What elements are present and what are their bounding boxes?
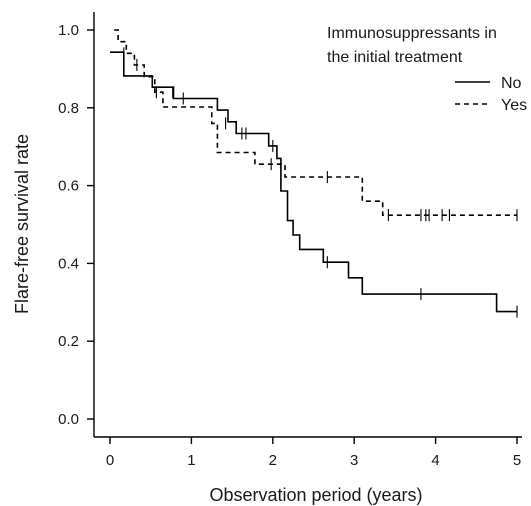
y-tick-label: 0.6 (58, 178, 79, 195)
series-line-no (110, 51, 517, 313)
legend-title-line-1: Immunosuppressants in (327, 25, 497, 42)
legend: Immunosuppressants in the initial treatm… (327, 25, 527, 114)
legend-label-no: No (501, 75, 522, 92)
y-tick-label: 1.0 (58, 22, 79, 39)
y-axis-title: Flare-free survival rate (12, 134, 32, 314)
x-tick-label: 2 (269, 452, 277, 469)
y-tick-label: 0.0 (58, 411, 79, 428)
legend-label-yes: Yes (501, 97, 527, 114)
survival-curves (110, 29, 518, 318)
y-tick-label: 0.8 (58, 100, 79, 117)
x-axis-title: Observation period (years) (209, 485, 422, 505)
series-line-yes (114, 29, 517, 216)
x-tick-label: 5 (513, 452, 521, 469)
y-ticks: 0.0 0.2 0.4 0.6 0.8 1.0 (58, 22, 94, 428)
x-ticks: 0 1 2 3 4 5 (106, 437, 521, 469)
y-tick-label: 0.2 (58, 333, 79, 350)
x-tick-label: 4 (431, 452, 439, 469)
x-tick-label: 3 (350, 452, 358, 469)
y-tick-label: 0.4 (58, 255, 79, 272)
x-tick-label: 1 (187, 452, 195, 469)
x-tick-label: 0 (106, 452, 114, 469)
legend-title-line-2: the initial treatment (327, 49, 463, 66)
